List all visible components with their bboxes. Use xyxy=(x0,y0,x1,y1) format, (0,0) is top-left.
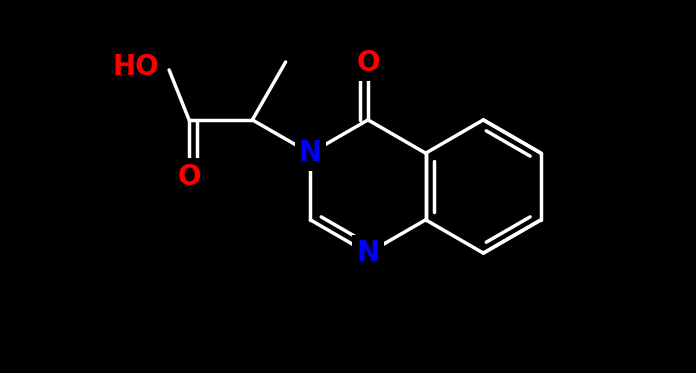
Text: N: N xyxy=(356,239,379,267)
Text: HO: HO xyxy=(113,53,159,81)
Text: N: N xyxy=(299,139,322,167)
Text: O: O xyxy=(356,49,380,77)
Text: O: O xyxy=(177,163,201,191)
